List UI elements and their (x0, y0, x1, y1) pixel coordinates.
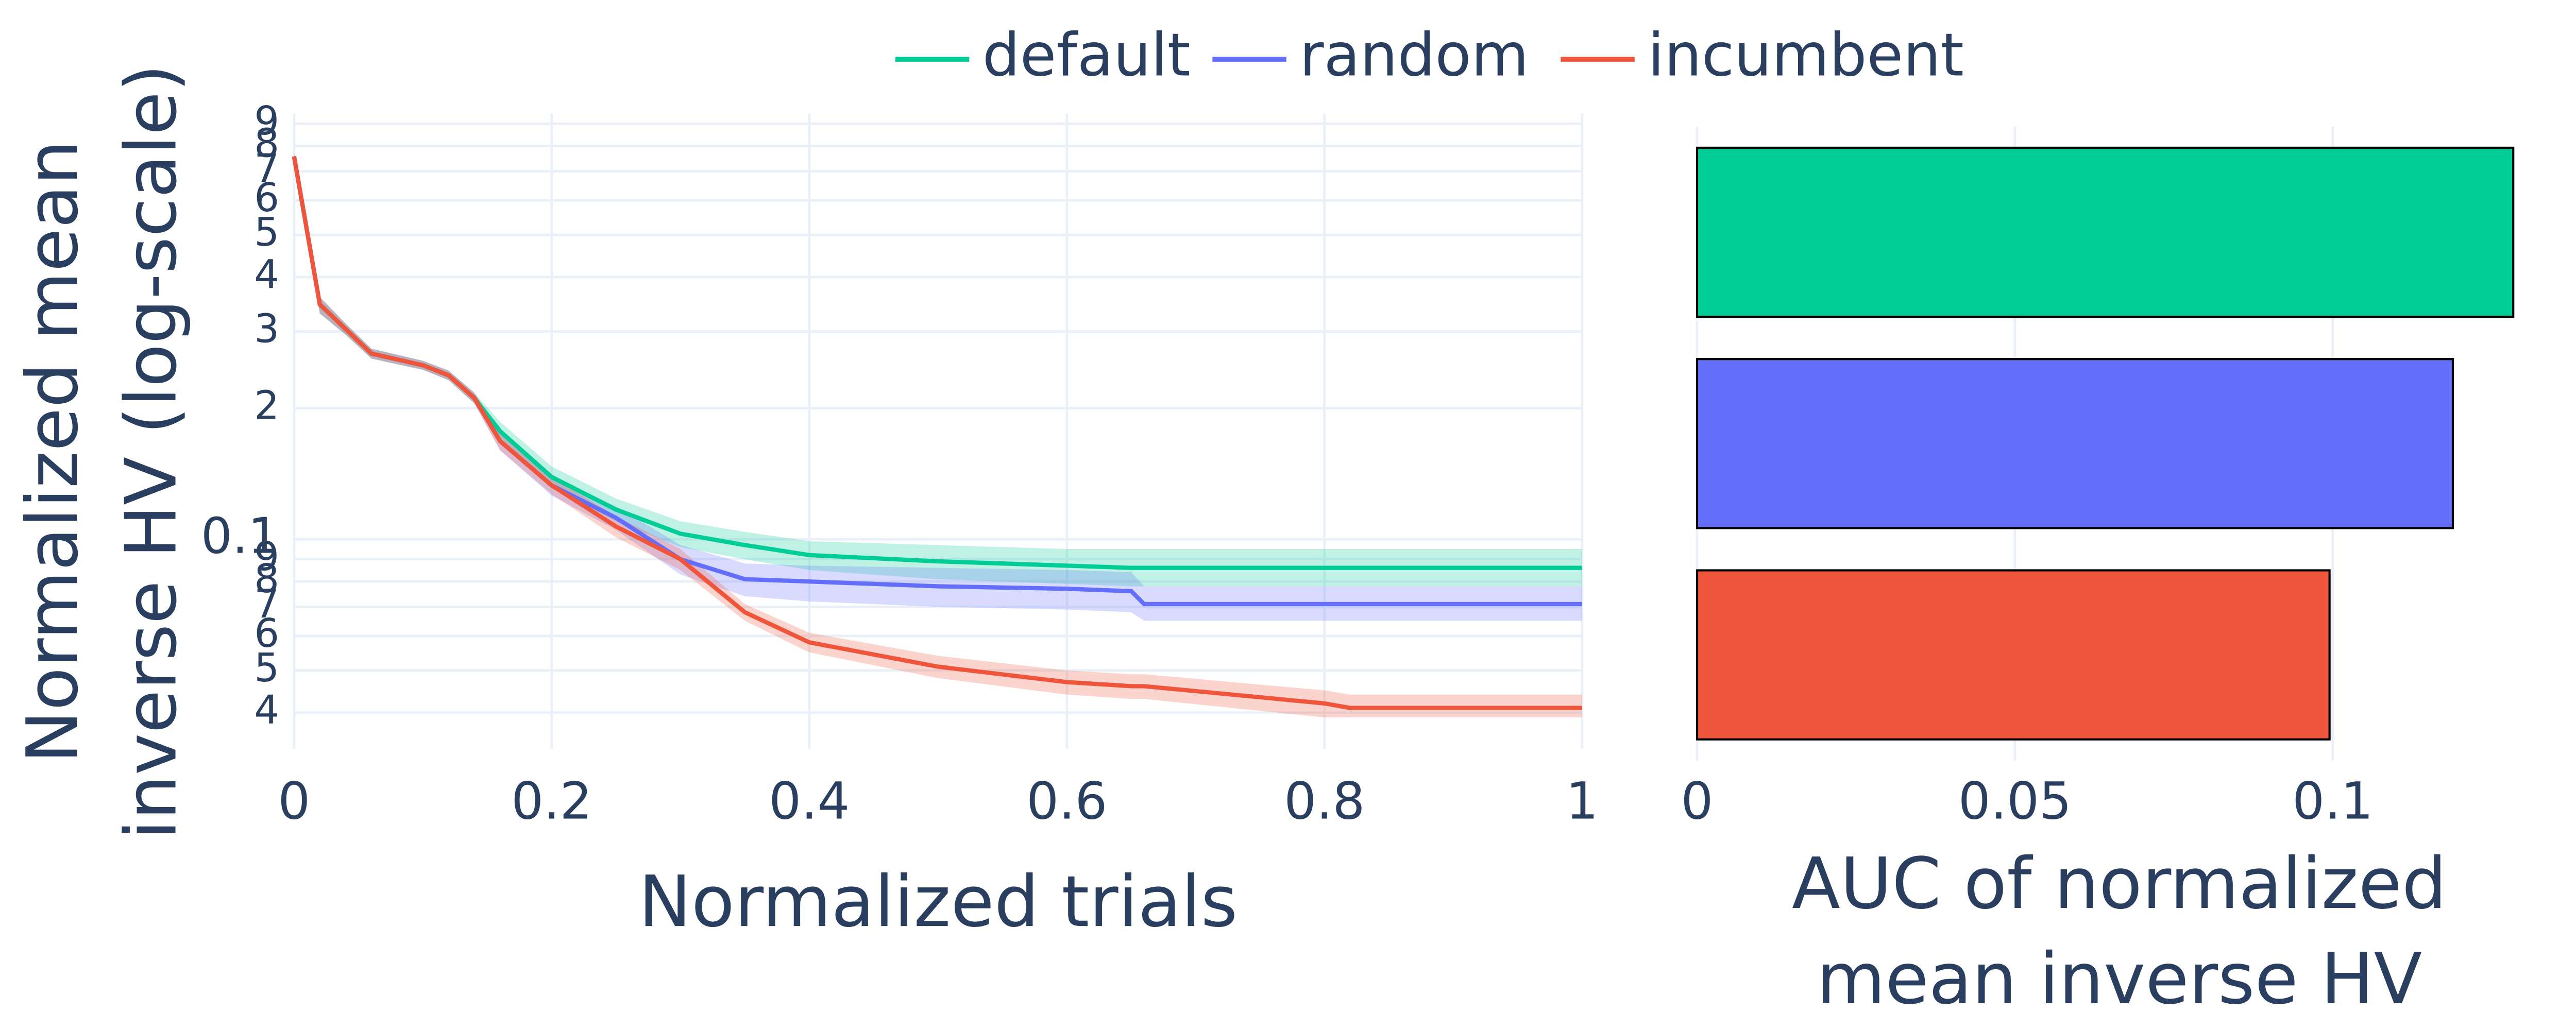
y-axis-title: Normalized mean (12, 140, 94, 763)
y-tick-label: 4 (254, 688, 279, 733)
y-axis-title: inverse HV (log-scale) (111, 64, 193, 839)
y-tick-label: 0.1 (201, 507, 279, 565)
legend-label: incumbent (1648, 21, 1964, 90)
y-tick-label: 9 (254, 98, 279, 144)
bar (1696, 569, 2331, 741)
x-tick-label: 0 (278, 772, 310, 831)
y-tick-label: 5 (254, 210, 279, 255)
y-tick-label: 7 (254, 146, 279, 192)
y-tick-label: 3 (254, 306, 279, 352)
y-tick-label: 6 (254, 175, 279, 221)
y-tick-label: 7 (254, 581, 279, 627)
y-tick-label: 5 (254, 645, 279, 691)
x-tick-label: 0.6 (1026, 772, 1107, 831)
x-tick-label: 0.05 (1958, 772, 2072, 831)
legend-label: default (982, 21, 1191, 90)
legend-label: random (1299, 21, 1529, 90)
x-tick-label: 0 (1681, 772, 1714, 831)
x-tick-label: 1 (1566, 772, 1598, 831)
bar (1696, 146, 2515, 318)
series-line (292, 156, 1582, 710)
x-tick-label: 0.2 (511, 772, 592, 831)
plot-layer: 0 0.2 0.4 0.6 0.8 14567890.123456789Normalize… (12, 21, 2515, 1020)
y-tick-label: 2 (254, 383, 279, 429)
x-axis-title: Normalized trials (638, 861, 1238, 943)
x-tick-label: 0.4 (769, 772, 850, 831)
bar (1696, 358, 2454, 529)
y-tick-label: 8 (254, 556, 279, 602)
x-axis-title: mean inverse HV (1817, 938, 2422, 1020)
y-tick-label: 4 (254, 252, 279, 298)
y-tick-label: 9 (254, 534, 279, 580)
x-tick-label: 0.8 (1284, 772, 1365, 831)
y-tick-label: 6 (254, 611, 279, 657)
y-tick-label: 8 (254, 121, 279, 166)
x-axis-title: AUC of normalized (1792, 843, 2447, 925)
x-tick-label: 0.1 (2292, 772, 2373, 831)
